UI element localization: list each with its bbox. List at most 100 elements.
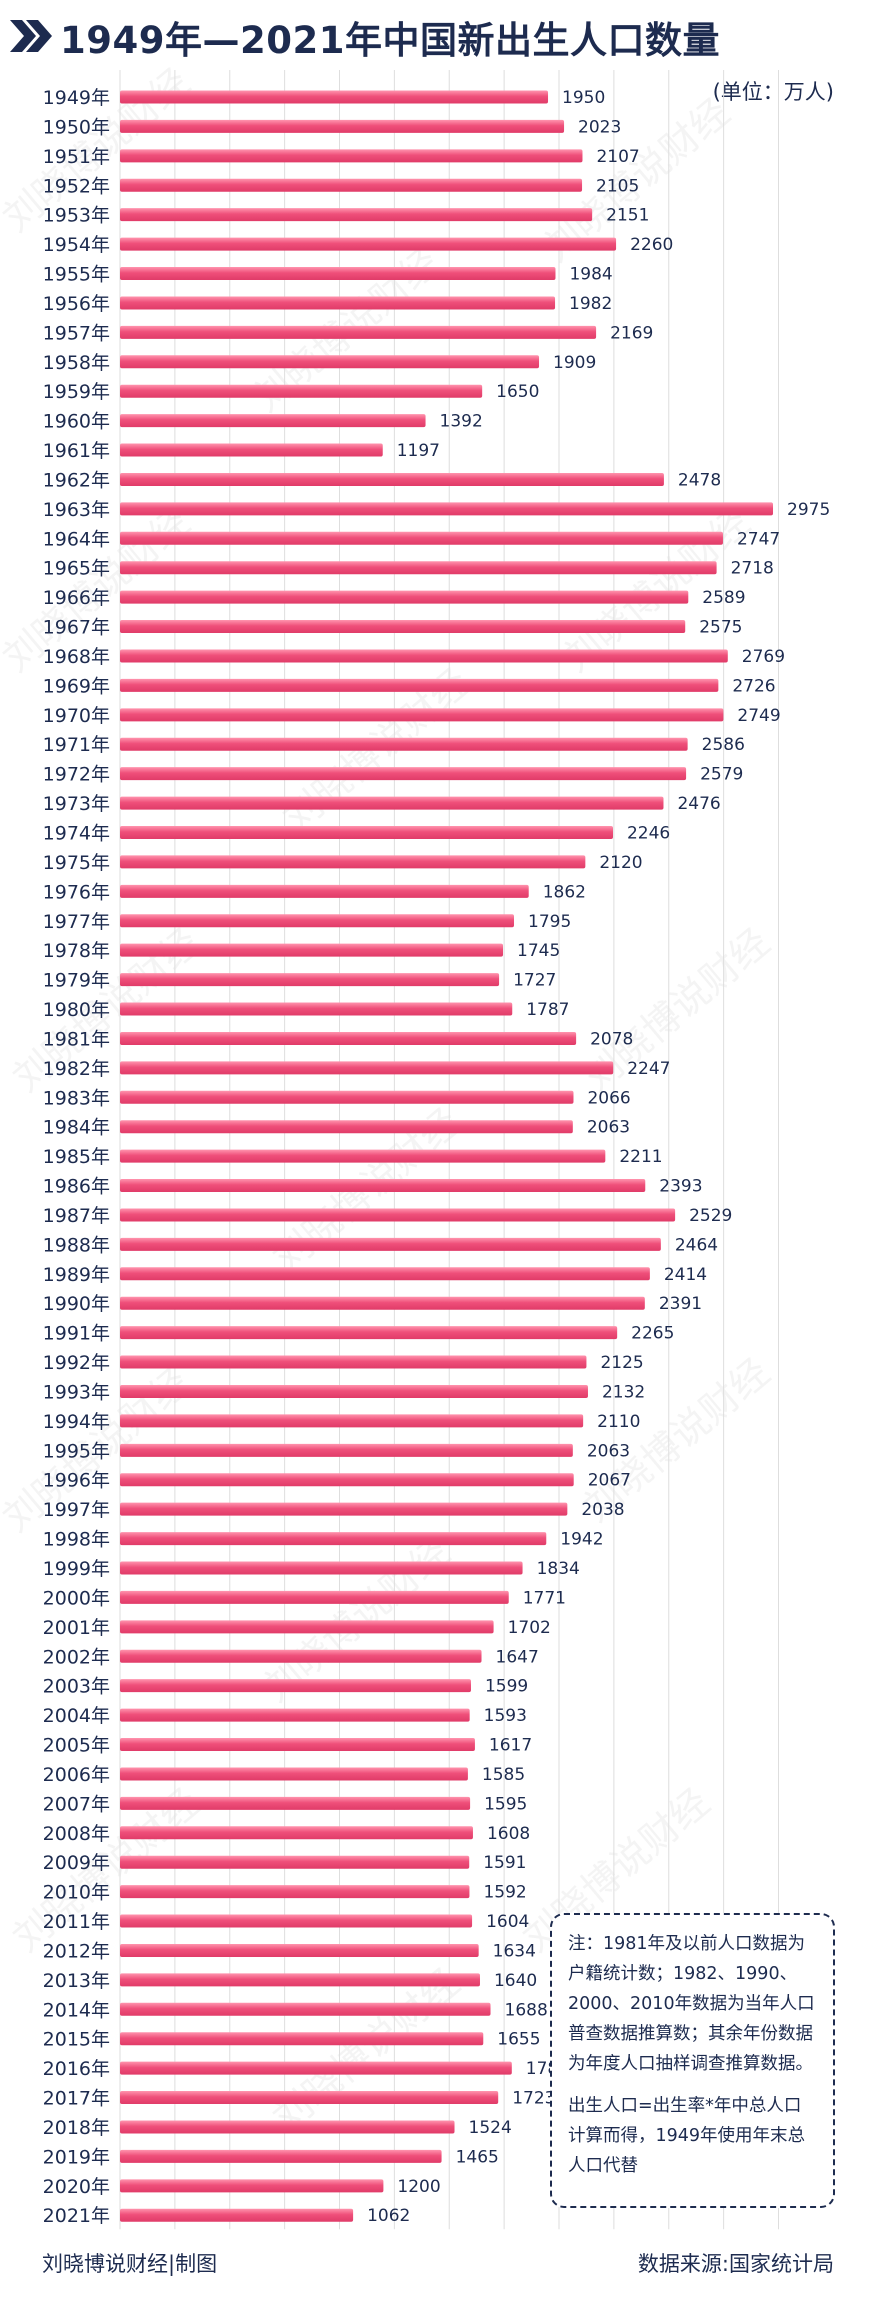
value-label: 2586: [702, 735, 745, 755]
value-label: 1984: [569, 265, 612, 285]
value-label: 2038: [581, 1500, 624, 1520]
category-label: 2012年: [43, 1940, 110, 1962]
category-label: 2004年: [43, 1705, 110, 1727]
bar: [120, 620, 686, 634]
category-label: 1993年: [43, 1381, 110, 1403]
category-label: 1959年: [43, 381, 110, 403]
category-label: 2017年: [43, 2088, 110, 2110]
bar: [120, 649, 728, 663]
value-label: 2579: [700, 765, 743, 785]
category-label: 1958年: [43, 352, 110, 374]
value-label: 2105: [596, 176, 639, 196]
category-label: 1968年: [43, 646, 110, 668]
bar: [120, 2061, 512, 2075]
bar: [120, 1708, 470, 1722]
value-label: 2132: [602, 1382, 645, 1402]
bar: [120, 355, 540, 369]
category-label: 1991年: [43, 1323, 110, 1345]
bar: [120, 973, 500, 987]
category-label: 1984年: [43, 1117, 110, 1139]
bar: [120, 2149, 442, 2163]
bar: [120, 1002, 513, 1016]
bar: [120, 1649, 482, 1663]
value-label: 1982: [569, 294, 612, 314]
bar: [120, 1208, 676, 1222]
value-label: 1650: [496, 382, 539, 402]
bar: [120, 943, 504, 957]
category-label: 2002年: [43, 1646, 110, 1668]
category-label: 1998年: [43, 1529, 110, 1551]
bar: [120, 1679, 471, 1693]
category-label: 1977年: [43, 911, 110, 933]
category-label: 1957年: [43, 322, 110, 344]
bar: [120, 1237, 661, 1251]
bar: [120, 119, 565, 133]
category-label: 1962年: [43, 469, 110, 491]
value-label: 2260: [630, 235, 673, 255]
bar: [120, 767, 687, 781]
bar: [120, 2179, 384, 2193]
bar: [120, 149, 583, 163]
value-label: 1834: [537, 1559, 580, 1579]
value-label: 2063: [587, 1441, 630, 1461]
bar: [120, 502, 774, 516]
category-label: 2013年: [43, 1970, 110, 1992]
category-label: 1995年: [43, 1440, 110, 1462]
chevron-right-icon: [10, 20, 52, 52]
bar: [120, 914, 515, 928]
category-label: 1953年: [43, 205, 110, 227]
value-label: 1200: [397, 2177, 440, 2197]
category-label: 1955年: [43, 264, 110, 286]
bar: [120, 1885, 470, 1899]
bar: [120, 237, 617, 251]
bar: [120, 208, 593, 222]
value-label: 2718: [731, 559, 774, 579]
category-label: 2009年: [43, 1852, 110, 1874]
value-label: 1197: [397, 441, 440, 461]
category-label: 1969年: [43, 675, 110, 697]
bar: [120, 1179, 646, 1193]
bar: [120, 796, 664, 810]
bar: [120, 2208, 354, 2222]
bar: [120, 708, 724, 722]
category-label: 1985年: [43, 1146, 110, 1168]
category-label: 2021年: [43, 2205, 110, 2227]
note-paragraph-1: 注：1981年及以前人口数据为户籍统计数；1982、1990、2000、2010…: [568, 1934, 815, 2074]
value-label: 1723: [512, 2089, 555, 2109]
value-label: 1634: [493, 1941, 536, 1961]
bar: [120, 1443, 573, 1457]
category-label: 1950年: [43, 116, 110, 138]
bar: [120, 1767, 468, 1781]
bar: [120, 1061, 614, 1075]
value-label: 2067: [588, 1471, 631, 1491]
value-label: 1909: [553, 353, 596, 373]
category-label: 1967年: [43, 617, 110, 639]
value-label: 1604: [486, 1912, 529, 1932]
category-label: 2016年: [43, 2058, 110, 2080]
value-label: 1950: [562, 88, 605, 108]
category-label: 1952年: [43, 175, 110, 197]
value-label: 1062: [367, 2206, 410, 2226]
value-label: 2023: [578, 117, 621, 137]
value-label: 2975: [787, 500, 830, 520]
bar: [120, 90, 549, 104]
value-label: 2529: [689, 1206, 732, 1226]
category-label: 1992年: [43, 1352, 110, 1374]
category-label: 2000年: [43, 1587, 110, 1609]
category-label: 1965年: [43, 558, 110, 580]
value-label: 1592: [483, 1883, 526, 1903]
value-label: 2066: [587, 1088, 630, 1108]
category-label: 1954年: [43, 234, 110, 256]
category-label: 1986年: [43, 1176, 110, 1198]
value-label: 2575: [699, 618, 742, 638]
bar: [120, 1738, 475, 1752]
bar: [120, 1090, 574, 1104]
value-label: 1795: [528, 912, 571, 932]
category-label: 1997年: [43, 1499, 110, 1521]
bar-chart: 1949年 1950 1950年 2023 1951年 2107 1952年 2105 1953…: [43, 70, 830, 2230]
bar: [120, 1149, 606, 1163]
category-label: 1973年: [43, 793, 110, 815]
bar: [120, 1590, 509, 1604]
bar: [120, 1502, 568, 1516]
bar: [120, 1855, 470, 1869]
